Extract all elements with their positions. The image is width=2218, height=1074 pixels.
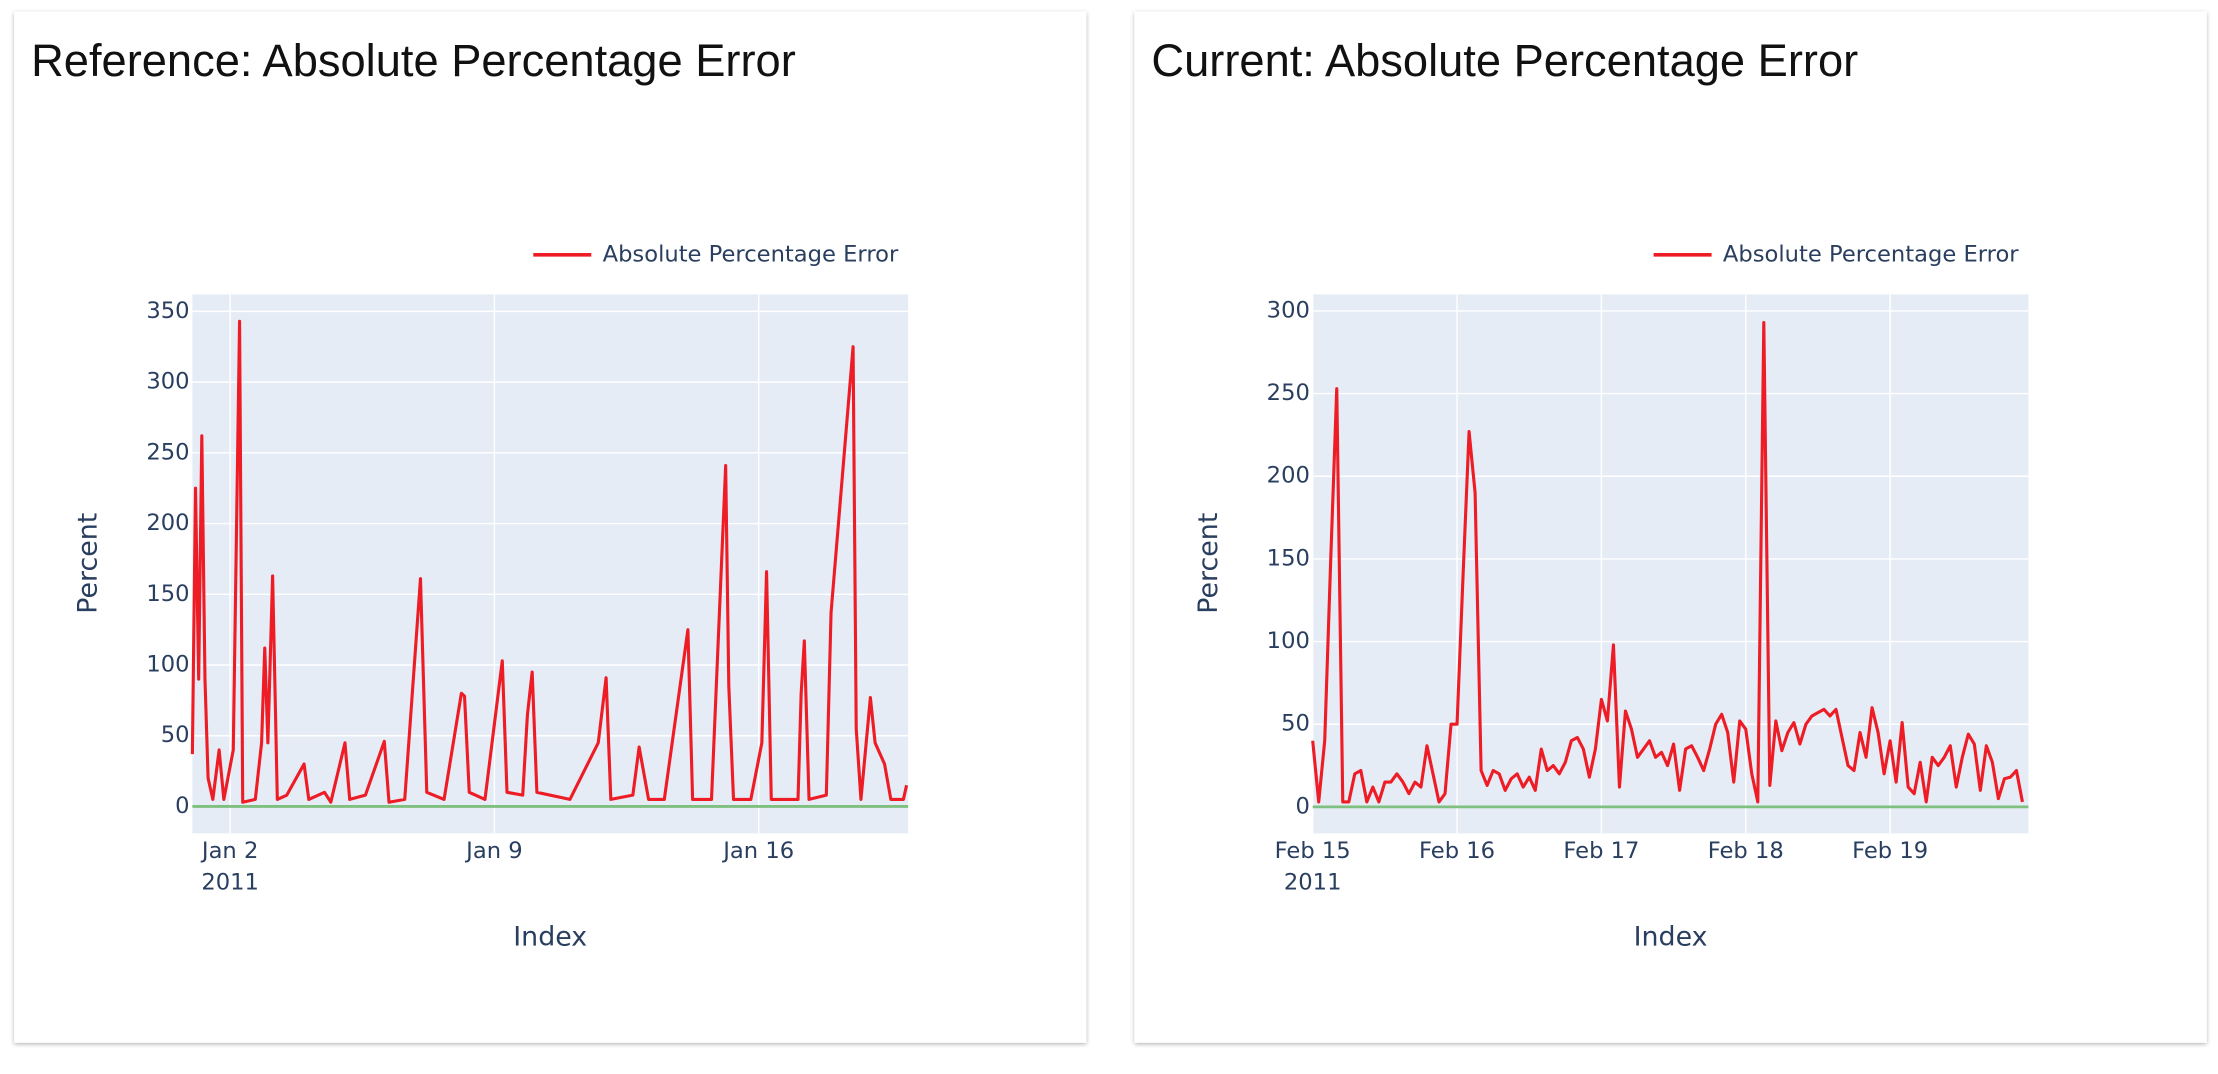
y-tick-label: 0 (1295, 793, 1309, 819)
chart-title: Current: Absolute Percentage Error (1151, 35, 1858, 86)
y-tick-label: 300 (1267, 297, 1310, 323)
y-axis-title: Percent (73, 513, 104, 614)
x-tick-label: Jan 2 (200, 838, 258, 864)
x-tick-label: Jan 16 (721, 838, 794, 864)
plot-area (192, 294, 909, 834)
x-tick-label: Feb 19 (1852, 838, 1928, 864)
y-tick-label: 350 (146, 298, 189, 324)
y-tick-label: 150 (1267, 545, 1310, 571)
chart-title: Reference: Absolute Percentage Error (31, 35, 796, 86)
x-tick-label: Feb 18 (1708, 838, 1784, 864)
y-tick-label: 250 (146, 439, 189, 465)
data-line (190, 319, 909, 804)
y-tick-label: 200 (146, 510, 189, 536)
x-axis-title: Index (513, 922, 587, 953)
x-year-label: 2011 (1284, 869, 1342, 895)
y-tick-label: 100 (1267, 628, 1310, 654)
x-year-label: 2011 (201, 869, 259, 895)
y-tick-label: 100 (146, 652, 189, 678)
y-axis-title: Percent (1193, 513, 1224, 614)
legend-label: Absolute Percentage Error (603, 241, 899, 267)
y-tick-label: 50 (161, 722, 190, 748)
x-tick-label: Feb 15 (1275, 838, 1351, 864)
x-tick-label: Feb 16 (1419, 838, 1495, 864)
y-tick-label: 200 (1267, 463, 1310, 489)
x-axis-title: Index (1634, 922, 1708, 953)
plot-area (1312, 294, 2029, 834)
data-line (1311, 320, 2024, 804)
legend-label: Absolute Percentage Error (1723, 241, 2019, 267)
y-tick-label: 150 (146, 581, 189, 607)
y-tick-label: 300 (146, 369, 189, 395)
y-tick-label: 250 (1267, 380, 1310, 406)
y-tick-label: 0 (175, 793, 189, 819)
x-tick-label: Feb 17 (1563, 838, 1639, 864)
x-tick-label: Jan 9 (464, 838, 522, 864)
y-tick-label: 50 (1281, 711, 1310, 737)
